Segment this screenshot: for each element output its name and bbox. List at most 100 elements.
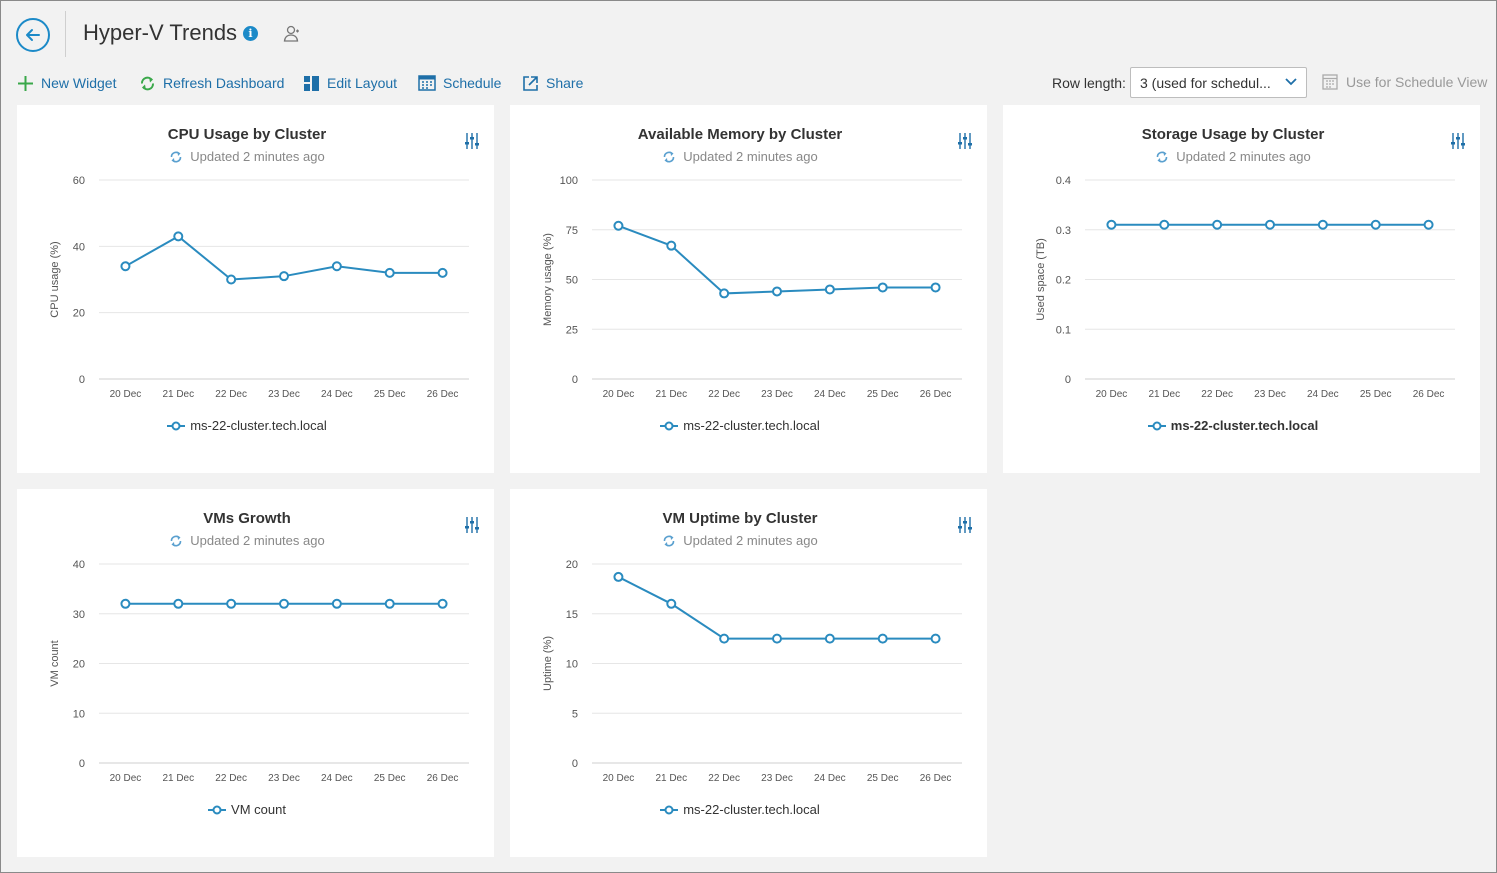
- y-tick-label: 10: [73, 708, 85, 720]
- series-line: [618, 224, 936, 295]
- x-tick-label: 25 Dec: [867, 389, 899, 400]
- data-point[interactable]: [877, 633, 888, 644]
- data-point[interactable]: [1159, 219, 1170, 230]
- line-chart: 0 25 50 75 100 Memory usage (%) 20 Dec 21 Dec 22…: [542, 175, 962, 400]
- page-header: Hyper-V Trends i: [1, 1, 1496, 67]
- refresh-icon: [170, 151, 182, 162]
- new-widget-button[interactable]: New Widget: [17, 72, 116, 94]
- line-chart: 0 0.1 0.2 0.3 0.4 Used space (TB) 20 Dec 21 Dec…: [1035, 175, 1455, 400]
- data-point[interactable]: [331, 598, 342, 609]
- data-point[interactable]: [719, 288, 730, 299]
- legend-marker-icon: [660, 421, 679, 430]
- data-point[interactable]: [719, 633, 730, 644]
- legend-marker-icon: [167, 421, 186, 430]
- data-point[interactable]: [279, 271, 289, 282]
- user-share-icon[interactable]: [282, 24, 302, 44]
- x-tick-label: 25 Dec: [867, 773, 899, 784]
- legend-marker-icon: [660, 805, 679, 814]
- sliders-icon: [958, 517, 972, 533]
- schedule-button[interactable]: Schedule: [418, 72, 501, 94]
- use-for-schedule-view-toggle[interactable]: Use for Schedule View: [1322, 74, 1487, 90]
- widget-title: VMs Growth: [203, 510, 291, 527]
- legend-item[interactable]: VM count: [17, 802, 477, 817]
- data-point[interactable]: [384, 267, 395, 278]
- row-length-select[interactable]: 3 (used for schedul...: [1130, 67, 1307, 98]
- data-point[interactable]: [1265, 219, 1275, 230]
- series-line: [617, 576, 936, 640]
- data-point[interactable]: [331, 261, 342, 272]
- data-point[interactable]: [1106, 219, 1117, 230]
- data-point[interactable]: [877, 282, 888, 293]
- data-point[interactable]: [226, 598, 237, 609]
- x-tick-label: 21 Dec: [655, 389, 687, 400]
- line-chart: 0 10 20 30 40 VM count 20 Dec 21 Dec 22 Dec 23 De…: [49, 559, 469, 784]
- data-point[interactable]: [1317, 219, 1328, 230]
- refresh-icon: [170, 535, 182, 546]
- x-tick-label: 24 Dec: [1307, 389, 1339, 400]
- data-point[interactable]: [1212, 219, 1223, 230]
- widget-updated: Updated 2 minutes ago: [1003, 149, 1463, 164]
- y-tick-label: 20: [73, 308, 85, 320]
- data-point[interactable]: [384, 598, 395, 609]
- arrow-left-icon: [26, 29, 40, 41]
- widget-settings-button[interactable]: [465, 133, 479, 154]
- legend-label: ms-22-cluster.tech.local: [190, 418, 327, 433]
- y-tick-label: 25: [566, 324, 578, 336]
- data-point[interactable]: [173, 231, 184, 242]
- data-point[interactable]: [173, 598, 184, 609]
- data-point[interactable]: [613, 571, 624, 582]
- legend-item[interactable]: ms-22-cluster.tech.local: [1003, 418, 1463, 433]
- data-point[interactable]: [930, 282, 941, 293]
- data-point[interactable]: [120, 598, 131, 609]
- data-point[interactable]: [666, 598, 677, 609]
- updated-text: Updated 2 minutes ago: [683, 149, 818, 164]
- schedule-view-icon: [1322, 74, 1338, 90]
- refresh-dashboard-button[interactable]: Refresh Dashboard: [139, 72, 284, 94]
- data-point[interactable]: [120, 261, 131, 272]
- data-point[interactable]: [613, 220, 624, 231]
- y-tick-label: 0.4: [1056, 175, 1071, 187]
- legend-item[interactable]: ms-22-cluster.tech.local: [17, 418, 477, 433]
- back-button[interactable]: [16, 18, 50, 52]
- edit-layout-button[interactable]: Edit Layout: [303, 72, 397, 94]
- data-point[interactable]: [1423, 219, 1434, 230]
- data-point[interactable]: [824, 633, 835, 644]
- widget-updated: Updated 2 minutes ago: [510, 533, 970, 548]
- x-tick-label: 22 Dec: [215, 389, 247, 400]
- widget-vm-uptime: VM Uptime by Cluster Updated 2 minutes ag…: [510, 489, 987, 857]
- y-tick-label: 40: [73, 559, 85, 571]
- schedule-label: Schedule: [443, 75, 502, 91]
- data-point[interactable]: [1370, 219, 1381, 230]
- legend-label: ms-22-cluster.tech.local: [683, 802, 820, 817]
- sliders-icon: [958, 133, 972, 149]
- x-tick-label: 20 Dec: [603, 389, 635, 400]
- data-point[interactable]: [437, 267, 448, 278]
- widget-title: Storage Usage by Cluster: [1141, 126, 1325, 143]
- share-button[interactable]: Share: [522, 72, 583, 94]
- widget-updated: Updated 2 minutes ago: [510, 149, 970, 164]
- info-icon[interactable]: i: [243, 26, 258, 41]
- y-tick-label: 15: [566, 609, 578, 621]
- y-tick-label: 20: [73, 659, 85, 671]
- widget-settings-button[interactable]: [465, 517, 479, 538]
- external-link-icon: [523, 75, 538, 91]
- data-point[interactable]: [279, 598, 289, 609]
- widget-settings-button[interactable]: [958, 133, 972, 154]
- y-tick-label: 5: [572, 708, 578, 720]
- y-tick-label: 0: [79, 758, 85, 770]
- widget-settings-button[interactable]: [958, 517, 972, 538]
- widget-cpu-usage: CPU Usage by Cluster Updated 2 minutes ag…: [17, 105, 494, 473]
- legend-item[interactable]: ms-22-cluster.tech.local: [510, 802, 970, 817]
- data-point[interactable]: [226, 274, 237, 285]
- data-point[interactable]: [666, 240, 677, 251]
- data-point[interactable]: [930, 633, 941, 644]
- x-tick-label: 26 Dec: [920, 773, 952, 784]
- data-point[interactable]: [824, 284, 835, 295]
- data-point[interactable]: [772, 286, 782, 297]
- widget-settings-button[interactable]: [1451, 133, 1465, 154]
- y-axis-label: Memory usage (%): [542, 233, 554, 326]
- y-tick-label: 0: [572, 374, 578, 386]
- legend-item[interactable]: ms-22-cluster.tech.local: [510, 418, 970, 433]
- data-point[interactable]: [772, 633, 782, 644]
- data-point[interactable]: [437, 598, 448, 609]
